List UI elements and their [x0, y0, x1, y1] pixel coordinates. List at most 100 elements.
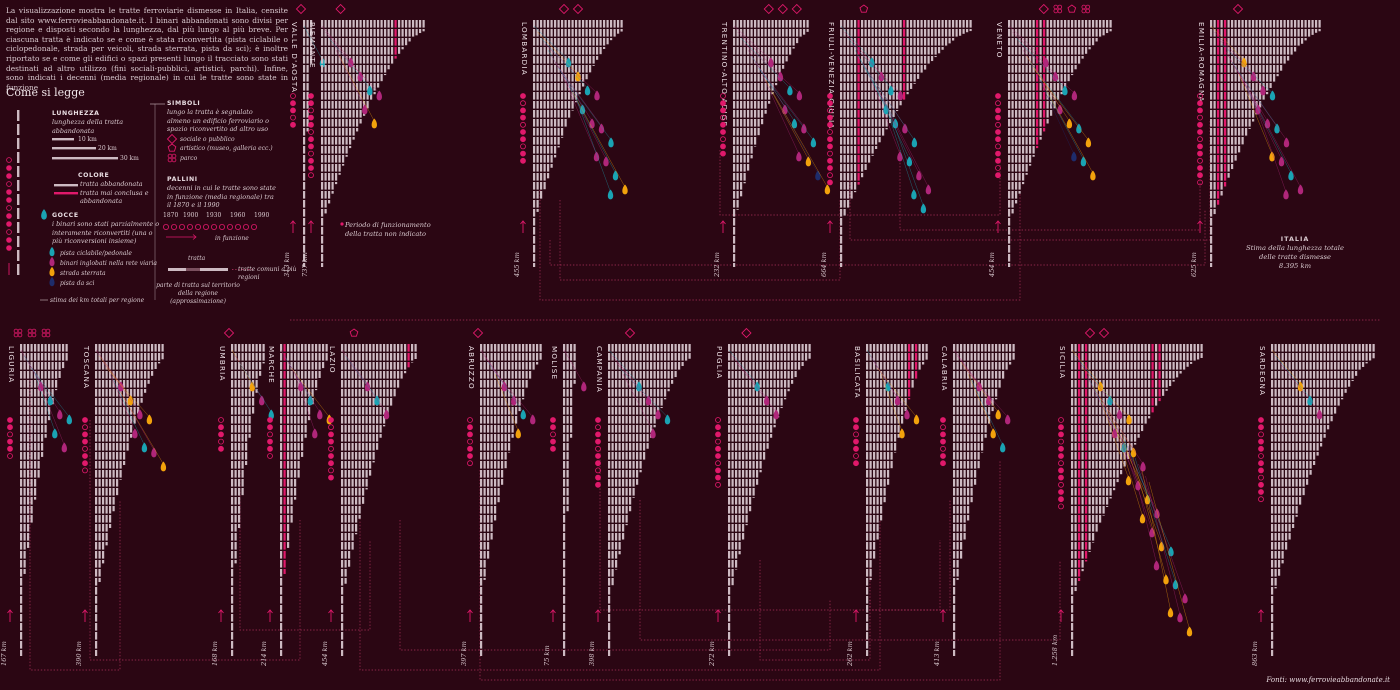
bar-segment: [974, 461, 977, 469]
bar-segment: [563, 632, 566, 640]
drop-icon: [1297, 184, 1304, 195]
bar-segment: [882, 101, 885, 109]
bar-segment: [608, 605, 611, 613]
bar-segment: [840, 20, 843, 28]
drop-icon: [137, 409, 143, 420]
bar-segment: [48, 344, 51, 352]
bar-segment: [533, 155, 536, 163]
bar-segment: [20, 479, 23, 487]
bar-segment: [303, 173, 306, 181]
bar-segment: [303, 182, 306, 190]
bar-segment: [533, 119, 536, 127]
bar-segment: [102, 371, 105, 379]
bar-segment: [112, 497, 115, 505]
bar-segment: [341, 470, 344, 478]
bar-segment: [370, 38, 373, 46]
bar-segment: [344, 398, 347, 406]
bar-segment: [116, 371, 119, 379]
bar-segment: [1210, 128, 1213, 136]
bar-segment: [854, 137, 857, 145]
bar-segment: [906, 83, 909, 91]
bar-segment: [787, 353, 790, 361]
drop-leader: [332, 43, 380, 94]
bar-segment: [533, 263, 536, 267]
bar-segment: [55, 362, 58, 370]
decade-dot: [827, 129, 833, 135]
bar-segment: [563, 452, 566, 460]
bar-segment: [761, 29, 764, 37]
bar-segment: [1224, 47, 1227, 55]
bar-segment: [280, 506, 283, 514]
bar-segment: [540, 119, 543, 127]
bar-segment: [743, 119, 746, 127]
bar-segment: [1002, 344, 1005, 352]
bar-segment: [749, 353, 752, 361]
bar-segment: [390, 371, 393, 379]
bar-segment: [629, 488, 632, 496]
bar-segment: [400, 371, 403, 379]
bar-segment: [483, 461, 486, 469]
bar-segment: [369, 389, 372, 397]
bar-segment: [768, 20, 771, 28]
bar-segment: [960, 344, 963, 352]
bar-segment: [731, 506, 734, 514]
bar-segment: [280, 434, 283, 442]
bar-segment: [308, 344, 311, 352]
bar-segment: [904, 362, 907, 370]
bar-segment: [803, 29, 806, 35]
bar-segment: [977, 452, 980, 460]
bar-segment: [290, 344, 293, 352]
bar-segment: [1248, 92, 1251, 100]
bar-segment: [58, 344, 61, 352]
bar-segment: [728, 434, 731, 442]
decade-dot: [520, 93, 526, 99]
bar-segment: [480, 488, 483, 496]
bar-segment: [728, 515, 731, 523]
bar-segment: [119, 371, 122, 379]
bar-segment: [768, 65, 771, 73]
bar-segment: [752, 371, 755, 379]
bar-segment: [754, 65, 757, 73]
bar-segment: [324, 173, 327, 181]
bar-segment: [749, 470, 752, 478]
bar-segment: [759, 434, 762, 442]
bar-segment: [321, 164, 324, 172]
bar-segment: [897, 416, 900, 424]
bar-segment: [963, 461, 966, 469]
bar-segment: [116, 443, 119, 451]
bar-segment: [610, 29, 613, 37]
bar-segment: [294, 461, 297, 469]
bar-segment: [1074, 56, 1077, 64]
bar-segment: [622, 398, 625, 406]
bar-segment: [48, 362, 51, 370]
bar-segment: [338, 137, 341, 145]
decade-dot: [595, 460, 601, 467]
drop-leader: [880, 373, 903, 432]
bar-segment: [1039, 128, 1042, 136]
bar-segment: [398, 20, 401, 28]
bar-segment: [554, 38, 557, 46]
drop-icon: [894, 395, 901, 406]
bar-segment: [894, 362, 897, 370]
bar-segment: [304, 362, 307, 370]
bar-segment: [883, 461, 886, 469]
bar-segment: [738, 398, 741, 406]
bar-segment: [245, 425, 248, 433]
bar-segment: [355, 470, 358, 478]
bar-segment: [1025, 137, 1028, 145]
bar-segment: [536, 191, 539, 199]
bar-segment: [1043, 38, 1046, 46]
bar-segment: [494, 470, 497, 478]
bar-segment: [1067, 74, 1070, 82]
bar-segment: [287, 362, 290, 370]
bar-segment: [231, 389, 234, 397]
bar-segment: [1245, 119, 1248, 127]
bar-segment: [352, 128, 355, 136]
bar-segment: [885, 83, 888, 91]
bar-segment: [880, 416, 883, 424]
bar-segment: [960, 515, 963, 523]
bar-segment: [747, 56, 750, 64]
bar-segment: [1008, 83, 1011, 91]
bar-segment: [561, 47, 564, 55]
